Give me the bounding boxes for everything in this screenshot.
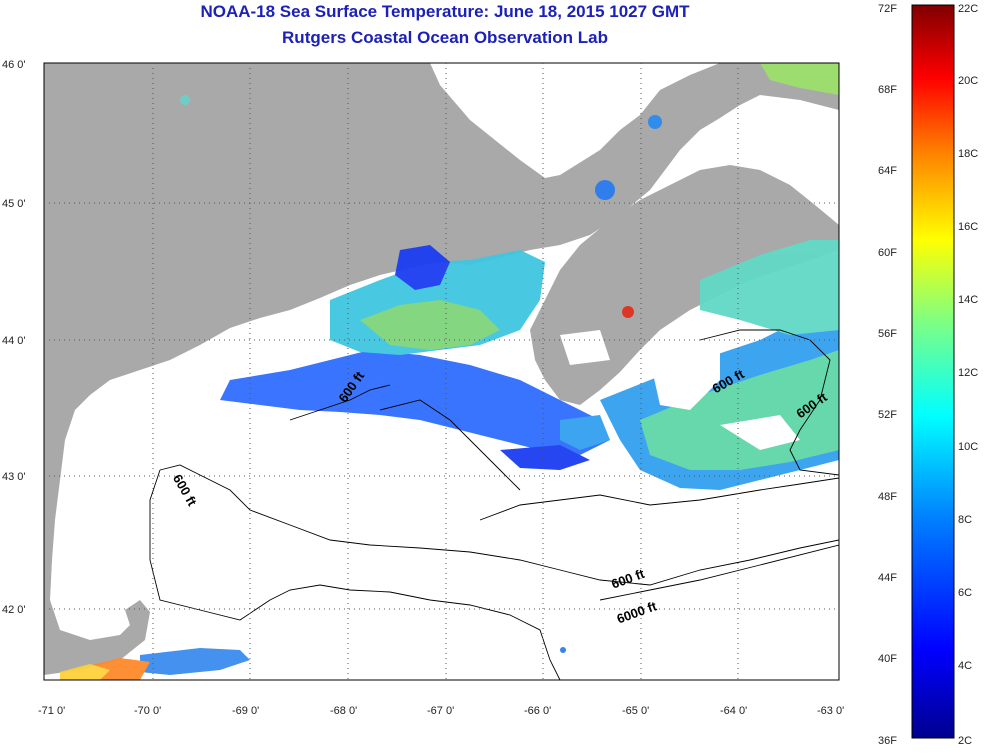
lon-label: -63 0' [817,705,844,717]
cb-c-label: 6C [958,587,972,599]
lat-label: 43 0' [2,471,26,483]
colorbar [911,4,955,739]
cb-c-label: 12C [958,367,978,379]
cb-c-label: 4C [958,660,972,672]
colorbar-c-labels: 22C 20C 18C 16C 14C 12C 10C 8C 6C 4C 2C [958,3,978,747]
cb-f-label: 52F [878,409,897,421]
cb-f-label: 64F [878,165,897,177]
lon-label: -68 0' [330,705,357,717]
colorbar-f-labels: 72F 68F 64F 60F 56F 52F 48F 44F 40F 36F [878,3,897,747]
lon-label: -67 0' [427,705,454,717]
cb-c-label: 20C [958,75,978,87]
lon-tick-labels: -71 0' -70 0' -69 0' -68 0' -67 0' -66 0… [38,705,844,717]
cb-f-label: 60F [878,247,897,259]
cb-c-label: 22C [958,3,978,15]
lat-label: 42 0' [2,604,26,616]
lon-label: -65 0' [622,705,649,717]
map-border [43,62,840,681]
lon-label: -71 0' [38,705,65,717]
cb-c-label: 8C [958,514,972,526]
cb-f-label: 72F [878,3,897,15]
isobath-contours [149,329,839,680]
cb-c-label: 2C [958,735,972,747]
lat-label: 46 0' [2,59,26,71]
lat-label: 44 0' [2,335,26,347]
lon-label: -70 0' [134,705,161,717]
cb-f-label: 44F [878,572,897,584]
map-subtitle: Rutgers Coastal Ocean Observation Lab [282,28,608,47]
cb-c-label: 16C [958,221,978,233]
cb-f-label: 56F [878,328,897,340]
lat-tick-labels: 46 0' 45 0' 44 0' 43 0' 42 0' [2,59,26,616]
cb-f-label: 36F [878,735,897,747]
land-new-england [44,63,839,675]
lon-label: -66 0' [524,705,551,717]
cb-f-label: 40F [878,653,897,665]
cloud-gaps [560,330,800,450]
cb-c-label: 18C [958,148,978,160]
lon-label: -64 0' [720,705,747,717]
land-nova-scotia [530,165,839,405]
cb-c-label: 14C [958,294,978,306]
lon-label: -69 0' [232,705,259,717]
cb-f-label: 48F [878,491,897,503]
lat-label: 45 0' [2,198,26,210]
cb-c-label: 10C [958,441,978,453]
cb-f-label: 68F [878,84,897,96]
map-title: NOAA-18 Sea Surface Temperature: June 18… [200,2,690,21]
